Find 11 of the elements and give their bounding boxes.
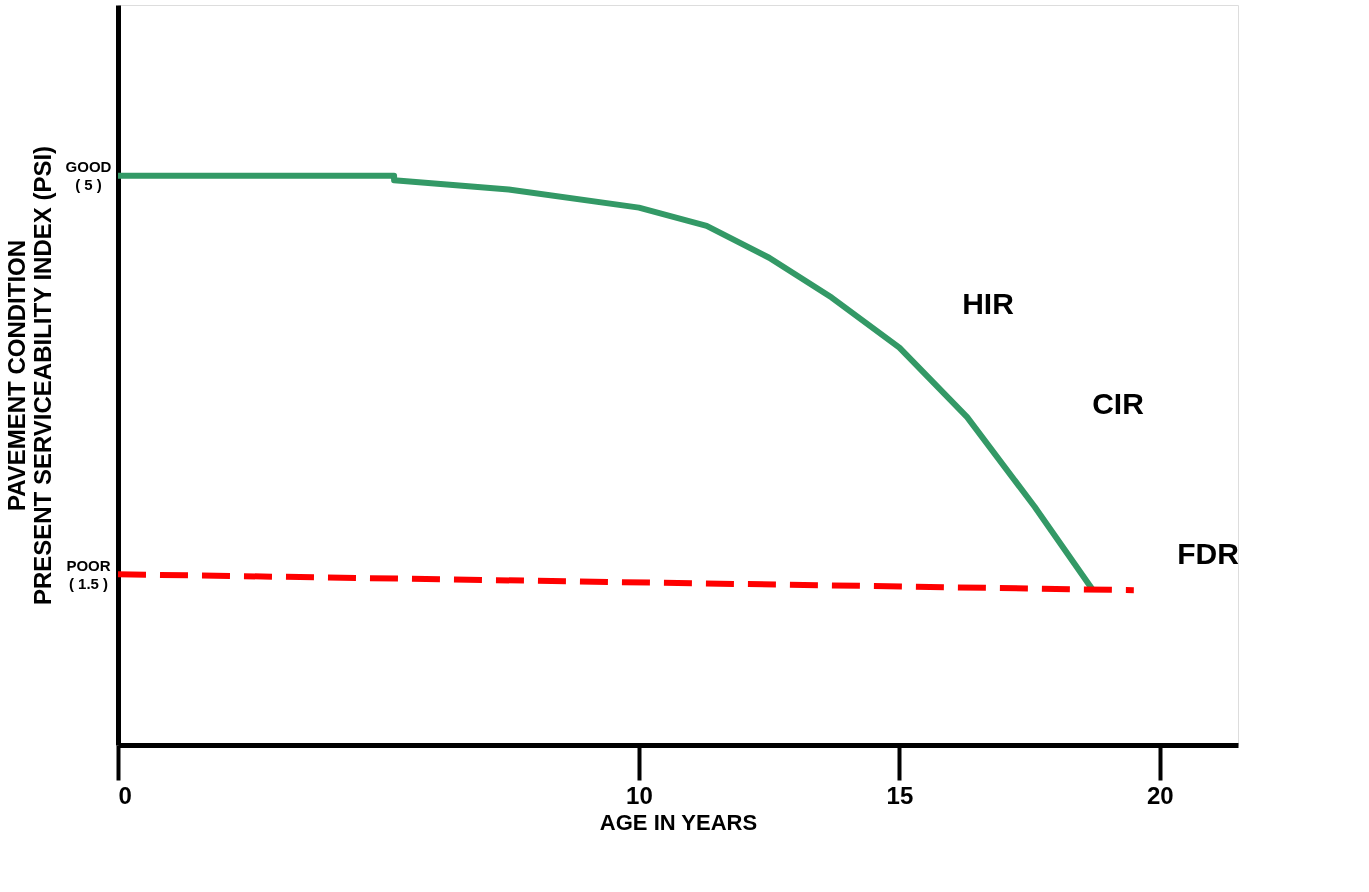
x-axis-title: AGE IN YEARS [599, 809, 758, 835]
annotation: CIR [1092, 387, 1145, 420]
y-tick-label: GOOD ( 5 ) [65, 158, 112, 194]
x-tick-label: 10 [626, 781, 653, 809]
y-tick-label: POOR ( 1.5 ) [66, 556, 111, 592]
annotation: HIR [962, 287, 1015, 320]
x-tick-label: 15 [886, 781, 914, 809]
x-tick-label: 20 [1147, 781, 1174, 809]
x-tick-label: 0 [118, 781, 132, 809]
annotation: FDR [1177, 537, 1240, 570]
y-axis-title: PAVEMENT CONDITION PRESENT SERVICEABILITY INDEX (PSI) [2, 145, 56, 606]
